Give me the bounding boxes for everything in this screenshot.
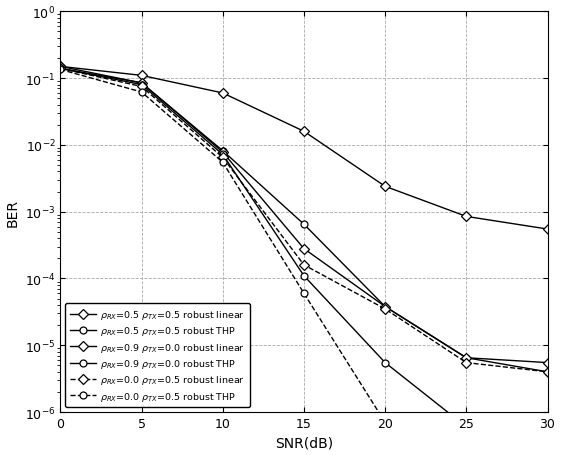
X-axis label: SNR(dB): SNR(dB): [275, 435, 333, 450]
Legend: $\rho_{RX}$=0.5 $\rho_{TX}$=0.5 robust linear, $\rho_{RX}$=0.5 $\rho_{TX}$=0.5 r: $\rho_{RX}$=0.5 $\rho_{TX}$=0.5 robust l…: [65, 303, 250, 407]
Y-axis label: BER: BER: [6, 198, 20, 226]
